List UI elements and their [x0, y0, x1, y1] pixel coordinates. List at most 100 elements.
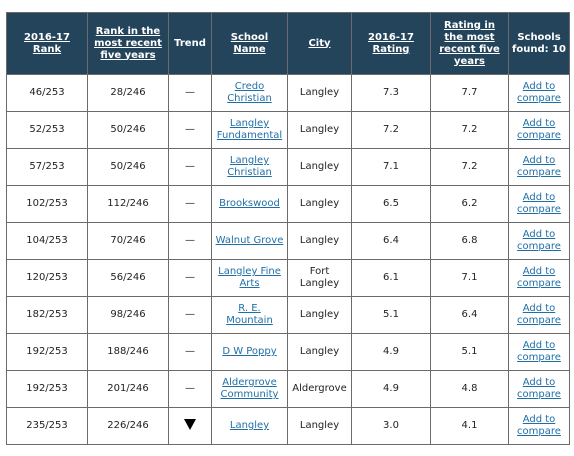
- add-to-compare-link[interactable]: Add to compare: [517, 118, 561, 141]
- add-to-compare-link[interactable]: Add to compare: [517, 340, 561, 363]
- rating-cell: 4.9: [351, 333, 431, 371]
- add-to-compare-link[interactable]: Add to compare: [517, 303, 561, 326]
- table-row: 57/253 50/246 — Langley Christian Langle…: [6, 148, 570, 186]
- trend-unchanged-dash: —: [185, 87, 195, 98]
- school-name-link[interactable]: Credo Christian: [227, 81, 272, 104]
- rank-five-years-cell: 56/246: [87, 259, 169, 297]
- trend-cell: —: [168, 370, 212, 408]
- add-to-compare-link[interactable]: Add to compare: [517, 414, 561, 437]
- rating-five-years-cell: 7.1: [430, 259, 509, 297]
- school-name-link[interactable]: R. E. Mountain: [226, 303, 273, 326]
- school-name-link[interactable]: Langley Christian: [227, 155, 272, 178]
- trend-unchanged-dash: —: [185, 235, 195, 246]
- trend-cell: —: [168, 296, 212, 334]
- rank-cell: 192/253: [6, 333, 88, 371]
- rating-cell: 7.2: [351, 111, 431, 149]
- compare-cell: Add to compare: [508, 259, 570, 297]
- rank-cell: 192/253: [6, 370, 88, 408]
- compare-cell: Add to compare: [508, 407, 570, 445]
- rank-five-years-cell: 112/246: [87, 185, 169, 223]
- rating-cell: 7.1: [351, 148, 431, 186]
- city-cell: Langley: [287, 333, 352, 371]
- rating-five-years-cell: 4.8: [430, 370, 509, 408]
- add-to-compare-link[interactable]: Add to compare: [517, 192, 561, 215]
- header-city-label[interactable]: City: [308, 37, 331, 49]
- table-row: 182/253 98/246 — R. E. Mountain Langley …: [6, 296, 570, 334]
- rating-five-years-cell: 5.1: [430, 333, 509, 371]
- school-name-link[interactable]: Brookswood: [219, 198, 280, 209]
- school-name-link[interactable]: Langley Fundamental: [216, 118, 283, 141]
- rank-five-years-cell: 98/246: [87, 296, 169, 334]
- rank-cell: 182/253: [6, 296, 88, 334]
- add-to-compare-link[interactable]: Add to compare: [517, 377, 561, 400]
- rating-five-years-cell: 6.2: [430, 185, 509, 223]
- rating-five-years-cell: 7.2: [430, 148, 509, 186]
- trend-unchanged-dash: —: [185, 346, 195, 357]
- school-name-cell: Credo Christian: [211, 74, 288, 112]
- header-rank-five-years-label[interactable]: Rank in the most recent five years: [94, 25, 162, 61]
- trend-cell: —: [168, 111, 212, 149]
- compare-cell: Add to compare: [508, 222, 570, 260]
- rank-cell: 46/253: [6, 74, 88, 112]
- header-rank-five-years[interactable]: Rank in the most recent five years: [87, 12, 169, 75]
- add-to-compare-link[interactable]: Add to compare: [517, 229, 561, 252]
- add-to-compare-link[interactable]: Add to compare: [517, 155, 561, 178]
- rating-five-years-cell: 6.4: [430, 296, 509, 334]
- school-ranking-table-container: 2016-17 Rank Rank in the most recent fiv…: [6, 12, 570, 445]
- rating-cell: 4.9: [351, 370, 431, 408]
- header-trend-label: Trend: [174, 37, 206, 49]
- school-ranking-table: 2016-17 Rank Rank in the most recent fiv…: [6, 12, 570, 445]
- trend-cell: —: [168, 74, 212, 112]
- header-rank-label[interactable]: 2016-17 Rank: [24, 31, 70, 55]
- add-to-compare-link[interactable]: Add to compare: [517, 266, 561, 289]
- school-name-link[interactable]: Langley: [229, 420, 270, 431]
- school-name-cell: Walnut Grove: [211, 222, 288, 260]
- header-rating-five-years[interactable]: Rating in the most recent five years: [430, 12, 509, 75]
- rating-cell: 5.1: [351, 296, 431, 334]
- trend-cell: —: [168, 148, 212, 186]
- header-rating[interactable]: 2016-17 Rating: [351, 12, 431, 75]
- school-name-cell: D W Poppy: [211, 333, 288, 371]
- header-rank[interactable]: 2016-17 Rank: [6, 12, 88, 75]
- city-cell: Langley: [287, 407, 352, 445]
- compare-cell: Add to compare: [508, 111, 570, 149]
- header-trend: Trend: [168, 12, 212, 75]
- school-name-link[interactable]: Langley Fine Arts: [218, 266, 281, 289]
- table-row: 235/253 226/246 Langley Langley 3.0 4.1 …: [6, 407, 570, 445]
- header-rating-five-years-label[interactable]: Rating in the most recent five years: [439, 19, 500, 67]
- rank-five-years-cell: 50/246: [87, 148, 169, 186]
- rank-five-years-cell: 188/246: [87, 333, 169, 371]
- rank-five-years-cell: 50/246: [87, 111, 169, 149]
- city-cell: Langley: [287, 296, 352, 334]
- trend-cell: —: [168, 185, 212, 223]
- header-school-name[interactable]: School Name: [211, 12, 288, 75]
- trend-cell: —: [168, 333, 212, 371]
- rating-five-years-cell: 6.8: [430, 222, 509, 260]
- rating-five-years-cell: 7.2: [430, 111, 509, 149]
- school-name-link[interactable]: Aldergrove Community: [220, 377, 279, 400]
- compare-cell: Add to compare: [508, 333, 570, 371]
- compare-cell: Add to compare: [508, 185, 570, 223]
- school-name-cell: Aldergrove Community: [211, 370, 288, 408]
- school-name-cell: Brookswood: [211, 185, 288, 223]
- rating-cell: 6.1: [351, 259, 431, 297]
- rating-five-years-cell: 7.7: [430, 74, 509, 112]
- table-row: 52/253 50/246 — Langley Fundamental Lang…: [6, 111, 570, 149]
- trend-cell: —: [168, 222, 212, 260]
- rating-cell: 3.0: [351, 407, 431, 445]
- compare-cell: Add to compare: [508, 148, 570, 186]
- trend-unchanged-dash: —: [185, 124, 195, 135]
- school-name-cell: Langley: [211, 407, 288, 445]
- city-cell: Langley: [287, 185, 352, 223]
- header-school-name-label[interactable]: School Name: [230, 31, 269, 55]
- school-name-link[interactable]: Walnut Grove: [215, 235, 284, 246]
- rank-five-years-cell: 70/246: [87, 222, 169, 260]
- school-name-link[interactable]: D W Poppy: [222, 346, 277, 357]
- trend-unchanged-dash: —: [185, 272, 195, 283]
- city-cell: Aldergrove: [287, 370, 352, 408]
- table-row: 120/253 56/246 — Langley Fine Arts Fort …: [6, 259, 570, 297]
- header-rating-label[interactable]: 2016-17 Rating: [368, 31, 414, 55]
- header-city[interactable]: City: [287, 12, 352, 75]
- add-to-compare-link[interactable]: Add to compare: [517, 81, 561, 104]
- rating-cell: 7.3: [351, 74, 431, 112]
